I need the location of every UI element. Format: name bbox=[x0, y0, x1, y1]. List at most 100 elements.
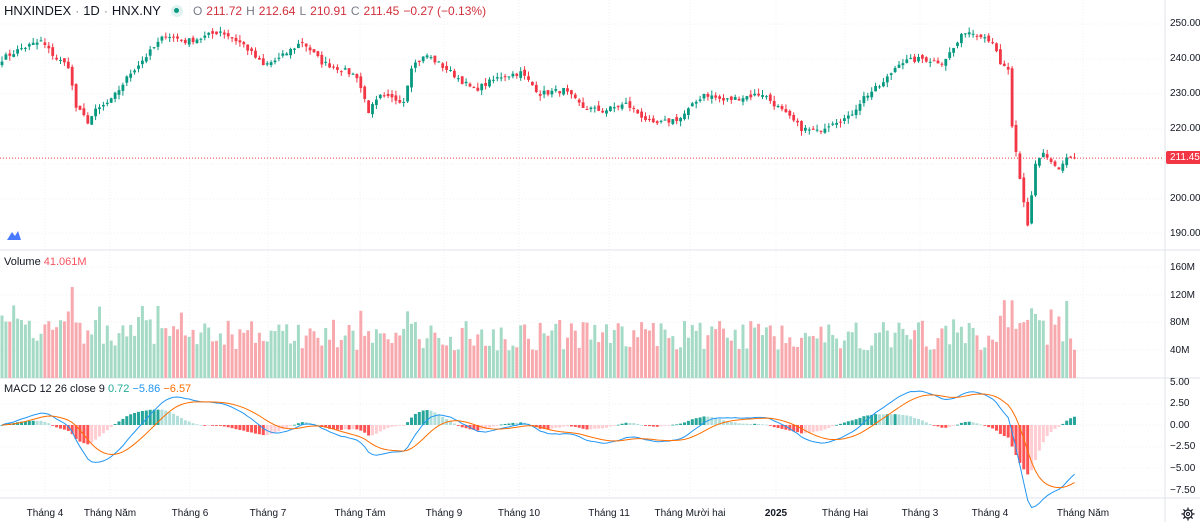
candle-body bbox=[453, 70, 456, 78]
macd-histogram-bar bbox=[948, 425, 952, 427]
macd-histogram-bar bbox=[172, 413, 176, 425]
volume-bar bbox=[117, 333, 121, 378]
volume-tick: 40M bbox=[1170, 345, 1190, 356]
candle-body bbox=[195, 39, 199, 44]
macd-histogram-bar bbox=[27, 420, 31, 425]
volume-bar bbox=[534, 350, 538, 378]
macd-histogram-bar bbox=[503, 423, 507, 425]
volume-bar bbox=[928, 349, 932, 378]
macd-histogram-bar bbox=[144, 410, 148, 425]
volume-bar bbox=[101, 343, 105, 378]
candle-body bbox=[850, 114, 854, 116]
volume-bar bbox=[995, 341, 998, 378]
volume-bar bbox=[176, 329, 179, 378]
volume-bar bbox=[768, 325, 772, 378]
macd-histogram-bar bbox=[710, 416, 714, 425]
candle-body bbox=[230, 37, 234, 39]
candle-body bbox=[222, 32, 226, 35]
volume-bar bbox=[316, 337, 320, 378]
candle-body bbox=[683, 113, 686, 120]
candle-body bbox=[121, 84, 125, 91]
candle-body bbox=[433, 55, 437, 63]
volume-bar bbox=[944, 325, 948, 378]
volume-bar bbox=[257, 332, 261, 378]
macd-histogram-bar bbox=[792, 425, 796, 432]
close-value: 211.45 bbox=[363, 3, 400, 18]
last-price-tag: 211.45 bbox=[1166, 151, 1200, 164]
candle-body bbox=[425, 55, 429, 58]
candle-body bbox=[757, 93, 760, 96]
volume-bar bbox=[410, 323, 413, 378]
candle-body bbox=[823, 128, 827, 133]
volume-bar bbox=[226, 320, 230, 378]
candle-body bbox=[1069, 156, 1072, 158]
macd-tick: −2.50 bbox=[1170, 441, 1196, 452]
volume-bar bbox=[971, 327, 975, 378]
candle-body bbox=[800, 121, 803, 132]
volume-bar bbox=[667, 337, 671, 378]
macd-histogram-bar bbox=[686, 420, 690, 425]
volume-bar bbox=[761, 335, 764, 378]
macd-histogram-bar bbox=[893, 414, 897, 425]
volume-bar bbox=[959, 326, 963, 378]
candle-body bbox=[1006, 66, 1010, 70]
volume-bar bbox=[86, 330, 90, 378]
symbol-name[interactable]: HNXINDEX bbox=[4, 3, 72, 18]
candle-body bbox=[320, 54, 324, 65]
macd-histogram-bar bbox=[382, 425, 386, 430]
candle-body bbox=[542, 90, 546, 95]
volume-bar bbox=[449, 336, 452, 378]
candle-body bbox=[792, 114, 796, 121]
macd-histogram-bar bbox=[179, 417, 183, 425]
settings-gear-icon[interactable] bbox=[1181, 507, 1195, 521]
macd-histogram-bar bbox=[347, 425, 351, 430]
macd-histogram-bar bbox=[803, 425, 807, 434]
volume-bar bbox=[878, 332, 881, 378]
volume-bar bbox=[885, 330, 889, 378]
interval[interactable]: 1D bbox=[83, 3, 100, 18]
candle-body bbox=[944, 58, 948, 66]
volume-bar bbox=[749, 321, 753, 378]
volume-bar bbox=[866, 350, 870, 378]
volume-bar bbox=[640, 322, 644, 378]
volume-bar bbox=[246, 330, 250, 378]
time-axis-label: Tháng Năm bbox=[83, 508, 137, 519]
volume-bar bbox=[105, 325, 109, 378]
candle-body bbox=[846, 115, 850, 119]
tradingview-logo-icon[interactable] bbox=[6, 229, 22, 241]
candle-body bbox=[843, 118, 846, 122]
volume-bar bbox=[421, 347, 425, 378]
candle-body bbox=[449, 70, 452, 72]
macd-histogram-bar bbox=[257, 425, 261, 435]
macd-histogram-bar bbox=[406, 422, 410, 425]
high-label: H bbox=[246, 3, 255, 18]
macd-histogram-bar bbox=[620, 423, 624, 425]
candle-body bbox=[796, 120, 799, 123]
macd-histogram-bar bbox=[203, 425, 207, 426]
candle-body bbox=[819, 130, 823, 132]
macd-histogram-bar bbox=[850, 420, 854, 425]
macd-histogram-bar bbox=[273, 425, 277, 433]
macd-histogram-bar bbox=[605, 425, 608, 428]
macd-histogram-bar bbox=[1002, 425, 1006, 437]
candle-body bbox=[605, 110, 608, 114]
volume-bar bbox=[585, 322, 589, 378]
macd-histogram-bar bbox=[612, 425, 616, 426]
candle-body bbox=[16, 49, 19, 54]
candle-body bbox=[59, 59, 62, 61]
candle-body bbox=[445, 65, 448, 70]
volume-bar bbox=[948, 344, 952, 378]
candle-body bbox=[601, 110, 604, 113]
macd-histogram-bar bbox=[846, 421, 850, 425]
macd-histogram-bar bbox=[363, 425, 367, 433]
volume-bar bbox=[917, 322, 920, 378]
candle-body bbox=[109, 98, 113, 103]
macd-histogram-bar bbox=[269, 425, 273, 435]
volume-bar bbox=[800, 337, 803, 378]
volume-bar bbox=[698, 322, 702, 378]
volume-bar bbox=[608, 343, 612, 378]
macd-histogram-bar bbox=[152, 409, 156, 425]
candle-body bbox=[589, 107, 593, 110]
candle-body bbox=[640, 111, 643, 118]
